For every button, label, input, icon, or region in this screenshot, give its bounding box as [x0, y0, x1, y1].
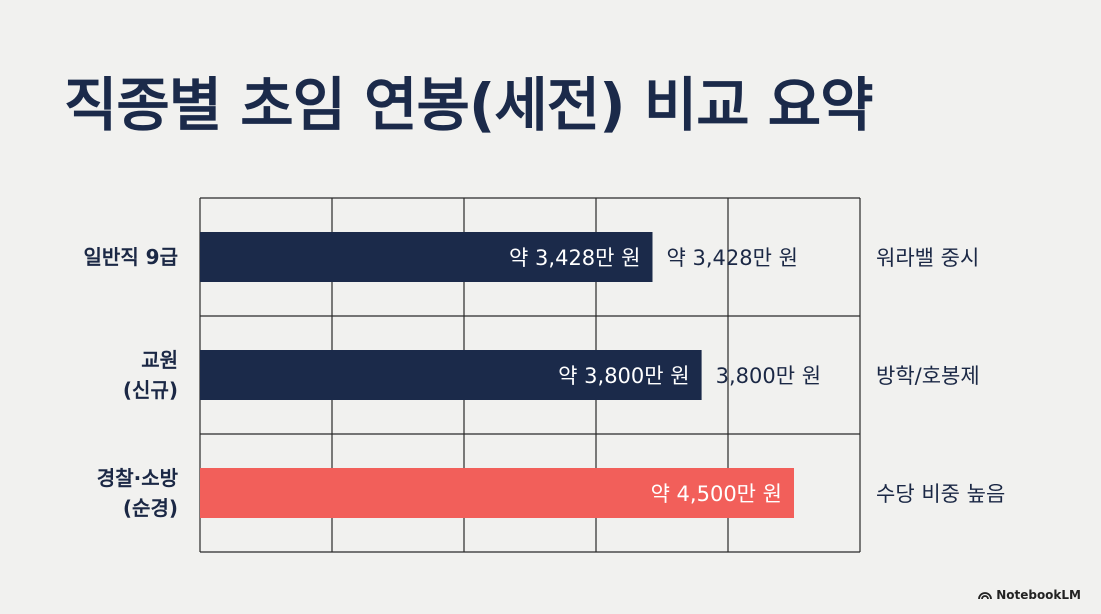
notebooklm-logo-icon	[978, 592, 993, 600]
bars-layer	[200, 232, 794, 518]
bar	[200, 350, 702, 400]
labels-layer: 약 3,428만 원 약 3,428만 원 일반직 9급 워라밸 중시약 3,800만…	[84, 245, 1006, 520]
bar-outer-label: 약 3,428만 원	[666, 246, 797, 270]
category-label: (순경)	[123, 496, 178, 520]
bar-value-label: 약 4,500만 원	[651, 482, 782, 506]
bar-value-label: 약 3,800만 원	[558, 364, 689, 388]
chart-title: 직종별 초임 연봉(세전) 비교 요약	[64, 71, 873, 139]
footer-brand-label: NotebookLM	[996, 588, 1081, 602]
footer-brand: NotebookLM	[978, 588, 1081, 602]
category-label: (신규)	[123, 378, 178, 402]
category-label: 교원	[141, 348, 178, 372]
bar	[200, 232, 653, 282]
category-label: 경찰·소방	[97, 466, 179, 490]
row-note: 워라밸 중시	[876, 246, 979, 270]
category-label: 일반직 9급	[84, 245, 178, 269]
bar-outer-label: 3,800만 원	[716, 364, 821, 388]
bar-value-label: 약 3,428만 원	[509, 246, 640, 270]
row-note: 방학/호봉제	[876, 364, 980, 388]
bar	[200, 468, 794, 518]
row-note: 수당 비중 높음	[876, 482, 1005, 506]
